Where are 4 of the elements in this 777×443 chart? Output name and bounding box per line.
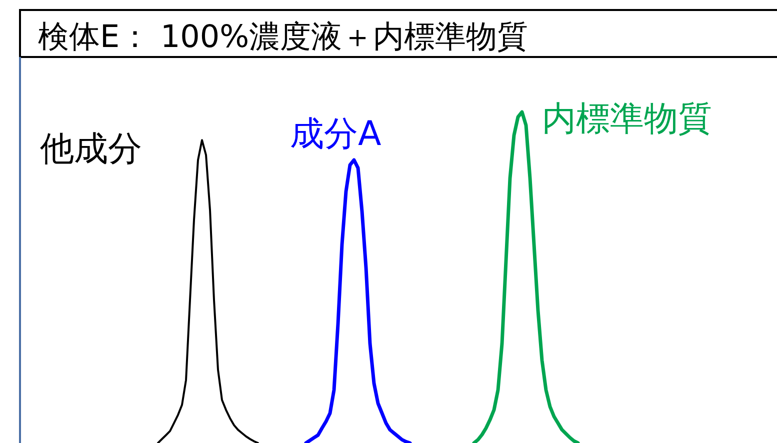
series-label: 他成分 xyxy=(40,129,142,169)
series-label: 成分A xyxy=(290,114,382,154)
series-label: 内標準物質 xyxy=(542,99,712,139)
chart-title: 検体E： 100%濃度液＋内標準物質 xyxy=(38,19,528,55)
